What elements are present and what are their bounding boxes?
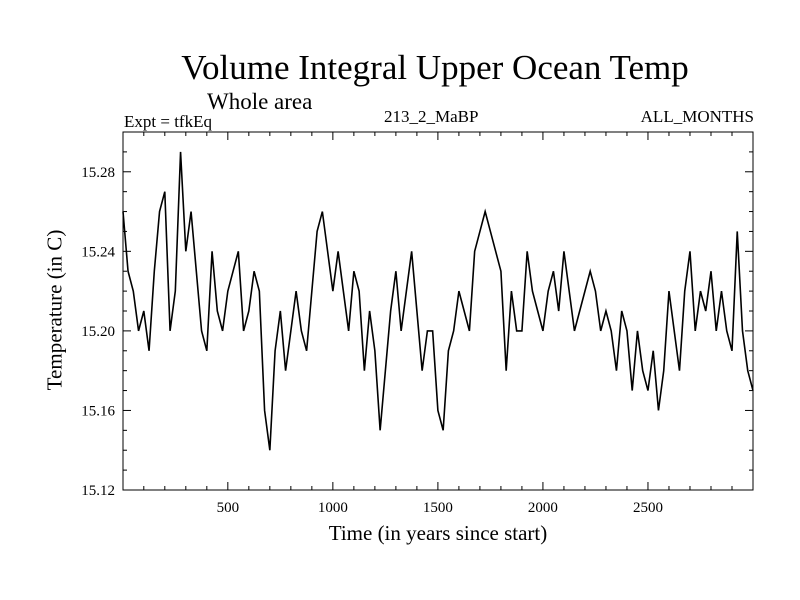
chart-subtitle: Whole area bbox=[207, 89, 313, 114]
y-tick-label: 15.20 bbox=[81, 324, 115, 340]
y-tick-label: 15.28 bbox=[81, 165, 115, 181]
series-group bbox=[122, 151, 754, 451]
chart-title: Volume Integral Upper Ocean Temp bbox=[181, 48, 689, 87]
x-tick-label: 1500 bbox=[423, 500, 453, 516]
series-line bbox=[122, 151, 754, 451]
axis-tick-labels: 500 1000 1500 2000 2500 15.12 15.16 15.20 15.24 1… bbox=[81, 165, 663, 516]
x-tick-label: 2000 bbox=[528, 500, 558, 516]
x-tick-label: 1000 bbox=[318, 500, 348, 516]
experiment-label: Expt = tfkEq bbox=[124, 112, 212, 131]
y-tick-label: 15.16 bbox=[81, 403, 115, 419]
run-label: 213_2_MaBP bbox=[384, 107, 479, 126]
x-axis-label: Time (in years since start) bbox=[328, 521, 548, 545]
months-label: ALL_MONTHS bbox=[640, 107, 754, 126]
y-tick-label: 15.12 bbox=[81, 483, 115, 499]
x-tick-label: 500 bbox=[217, 500, 240, 516]
axis-ticks bbox=[123, 131, 753, 491]
x-tick-label: 2500 bbox=[633, 500, 663, 516]
y-tick-label: 15.24 bbox=[81, 244, 115, 260]
